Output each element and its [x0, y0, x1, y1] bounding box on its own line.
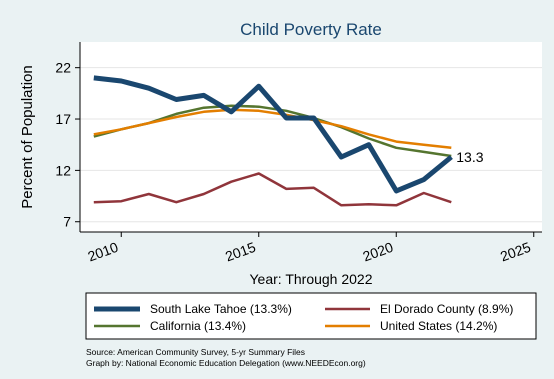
series-line-el-dorado-county	[93, 172, 452, 207]
plot-area	[80, 42, 542, 232]
credit-note: Graph by: National Economic Education De…	[86, 358, 366, 368]
legend-label-united-states: United States (14.2%)	[380, 319, 497, 333]
y-axis-title: Percent of Population	[19, 65, 36, 208]
legend-box	[85, 292, 537, 340]
series-lines: 13.3	[93, 75, 484, 207]
series-line-south-lake-tahoe	[93, 75, 453, 194]
y-tick-label: 17	[55, 111, 71, 127]
source-note: Source: American Community Survey, 5-yr …	[86, 347, 305, 357]
legend-label-el-dorado-county: El Dorado County (8.9%)	[380, 302, 513, 316]
x-axis-title: Year: Through 2022	[250, 271, 373, 287]
legend-label-california: California (13.4%)	[150, 319, 246, 333]
chart-title: Child Poverty Rate	[240, 20, 382, 39]
y-tick-label: 7	[63, 214, 71, 230]
legend: South Lake Tahoe (13.3%) El Dorado Count…	[85, 292, 537, 340]
series-line-united-states	[93, 108, 452, 150]
y-tick-label: 12	[55, 162, 71, 178]
end-value-label: 13.3	[456, 149, 483, 165]
y-tick-label: 22	[55, 60, 71, 76]
legend-label-south-lake-tahoe: South Lake Tahoe (13.3%)	[150, 302, 292, 316]
